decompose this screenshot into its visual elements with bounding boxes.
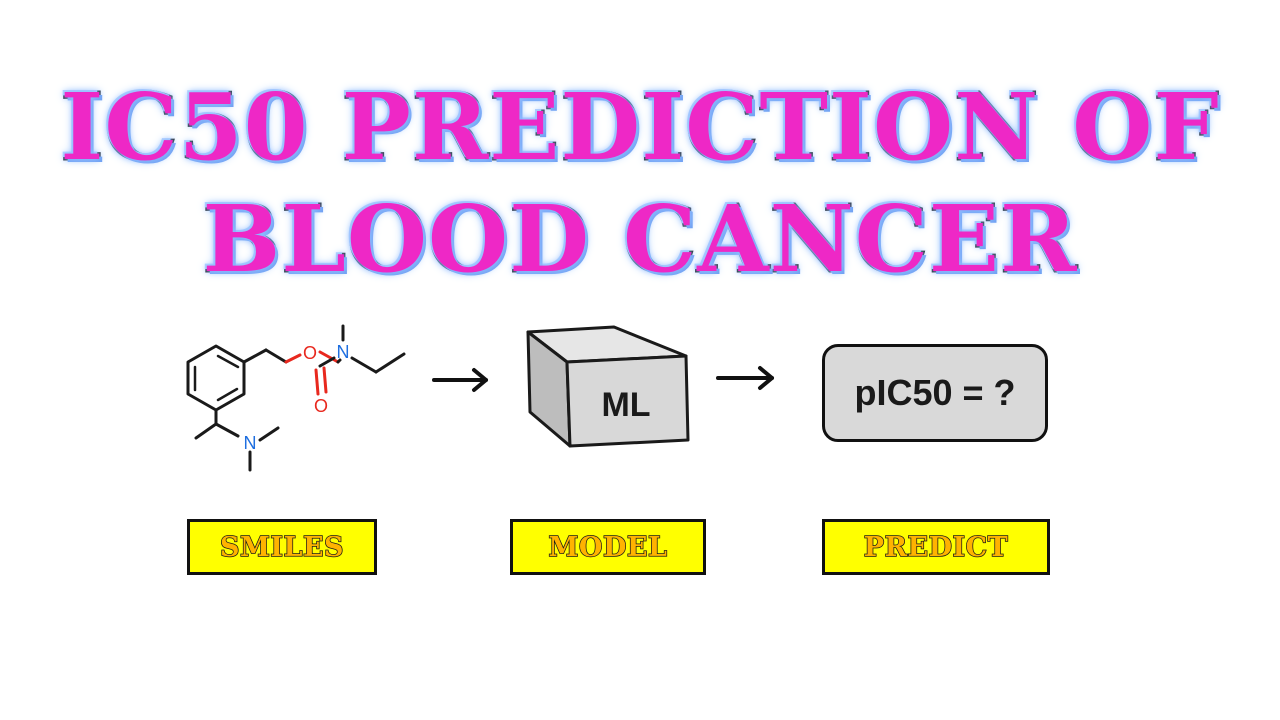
bond [258,426,280,442]
bond [336,358,342,364]
cube-front-face [565,354,690,448]
amine-nitrogen-atom: N [244,433,257,453]
bond [318,350,340,364]
benzene-ring [186,344,246,412]
bond [350,356,378,374]
ring-double-bond [216,387,239,402]
bond [194,422,218,440]
arrow-right-icon [432,368,488,392]
carbamate-nitrogen-atom: N [337,342,350,362]
arrow-right-icon [716,366,774,390]
title-line-2: BLOOD CANCER [201,184,1078,295]
molecule-structure: O O N N [186,324,406,472]
title-line-1: IC50 PREDICTION OF [59,72,1220,183]
prediction-box: pIC50 = ? [822,344,1048,442]
bond [284,353,302,364]
carbonyl-oxygen-atom: O [314,396,328,416]
ml-cube-icon: ML [526,325,690,448]
carbonyl-bond [314,368,320,396]
bond [264,348,288,364]
bond [318,356,336,368]
ether-oxygen-atom: O [303,343,317,363]
bond [374,352,406,374]
label-model: MODEL [510,519,706,575]
carbonyl-bond [322,366,328,394]
bond [214,422,240,438]
ring-double-bond [216,354,240,369]
bond [242,348,268,364]
label-smiles: SMILES [187,519,377,575]
label-predict: PREDICT [822,519,1050,575]
ml-cube-label: ML [601,386,650,424]
